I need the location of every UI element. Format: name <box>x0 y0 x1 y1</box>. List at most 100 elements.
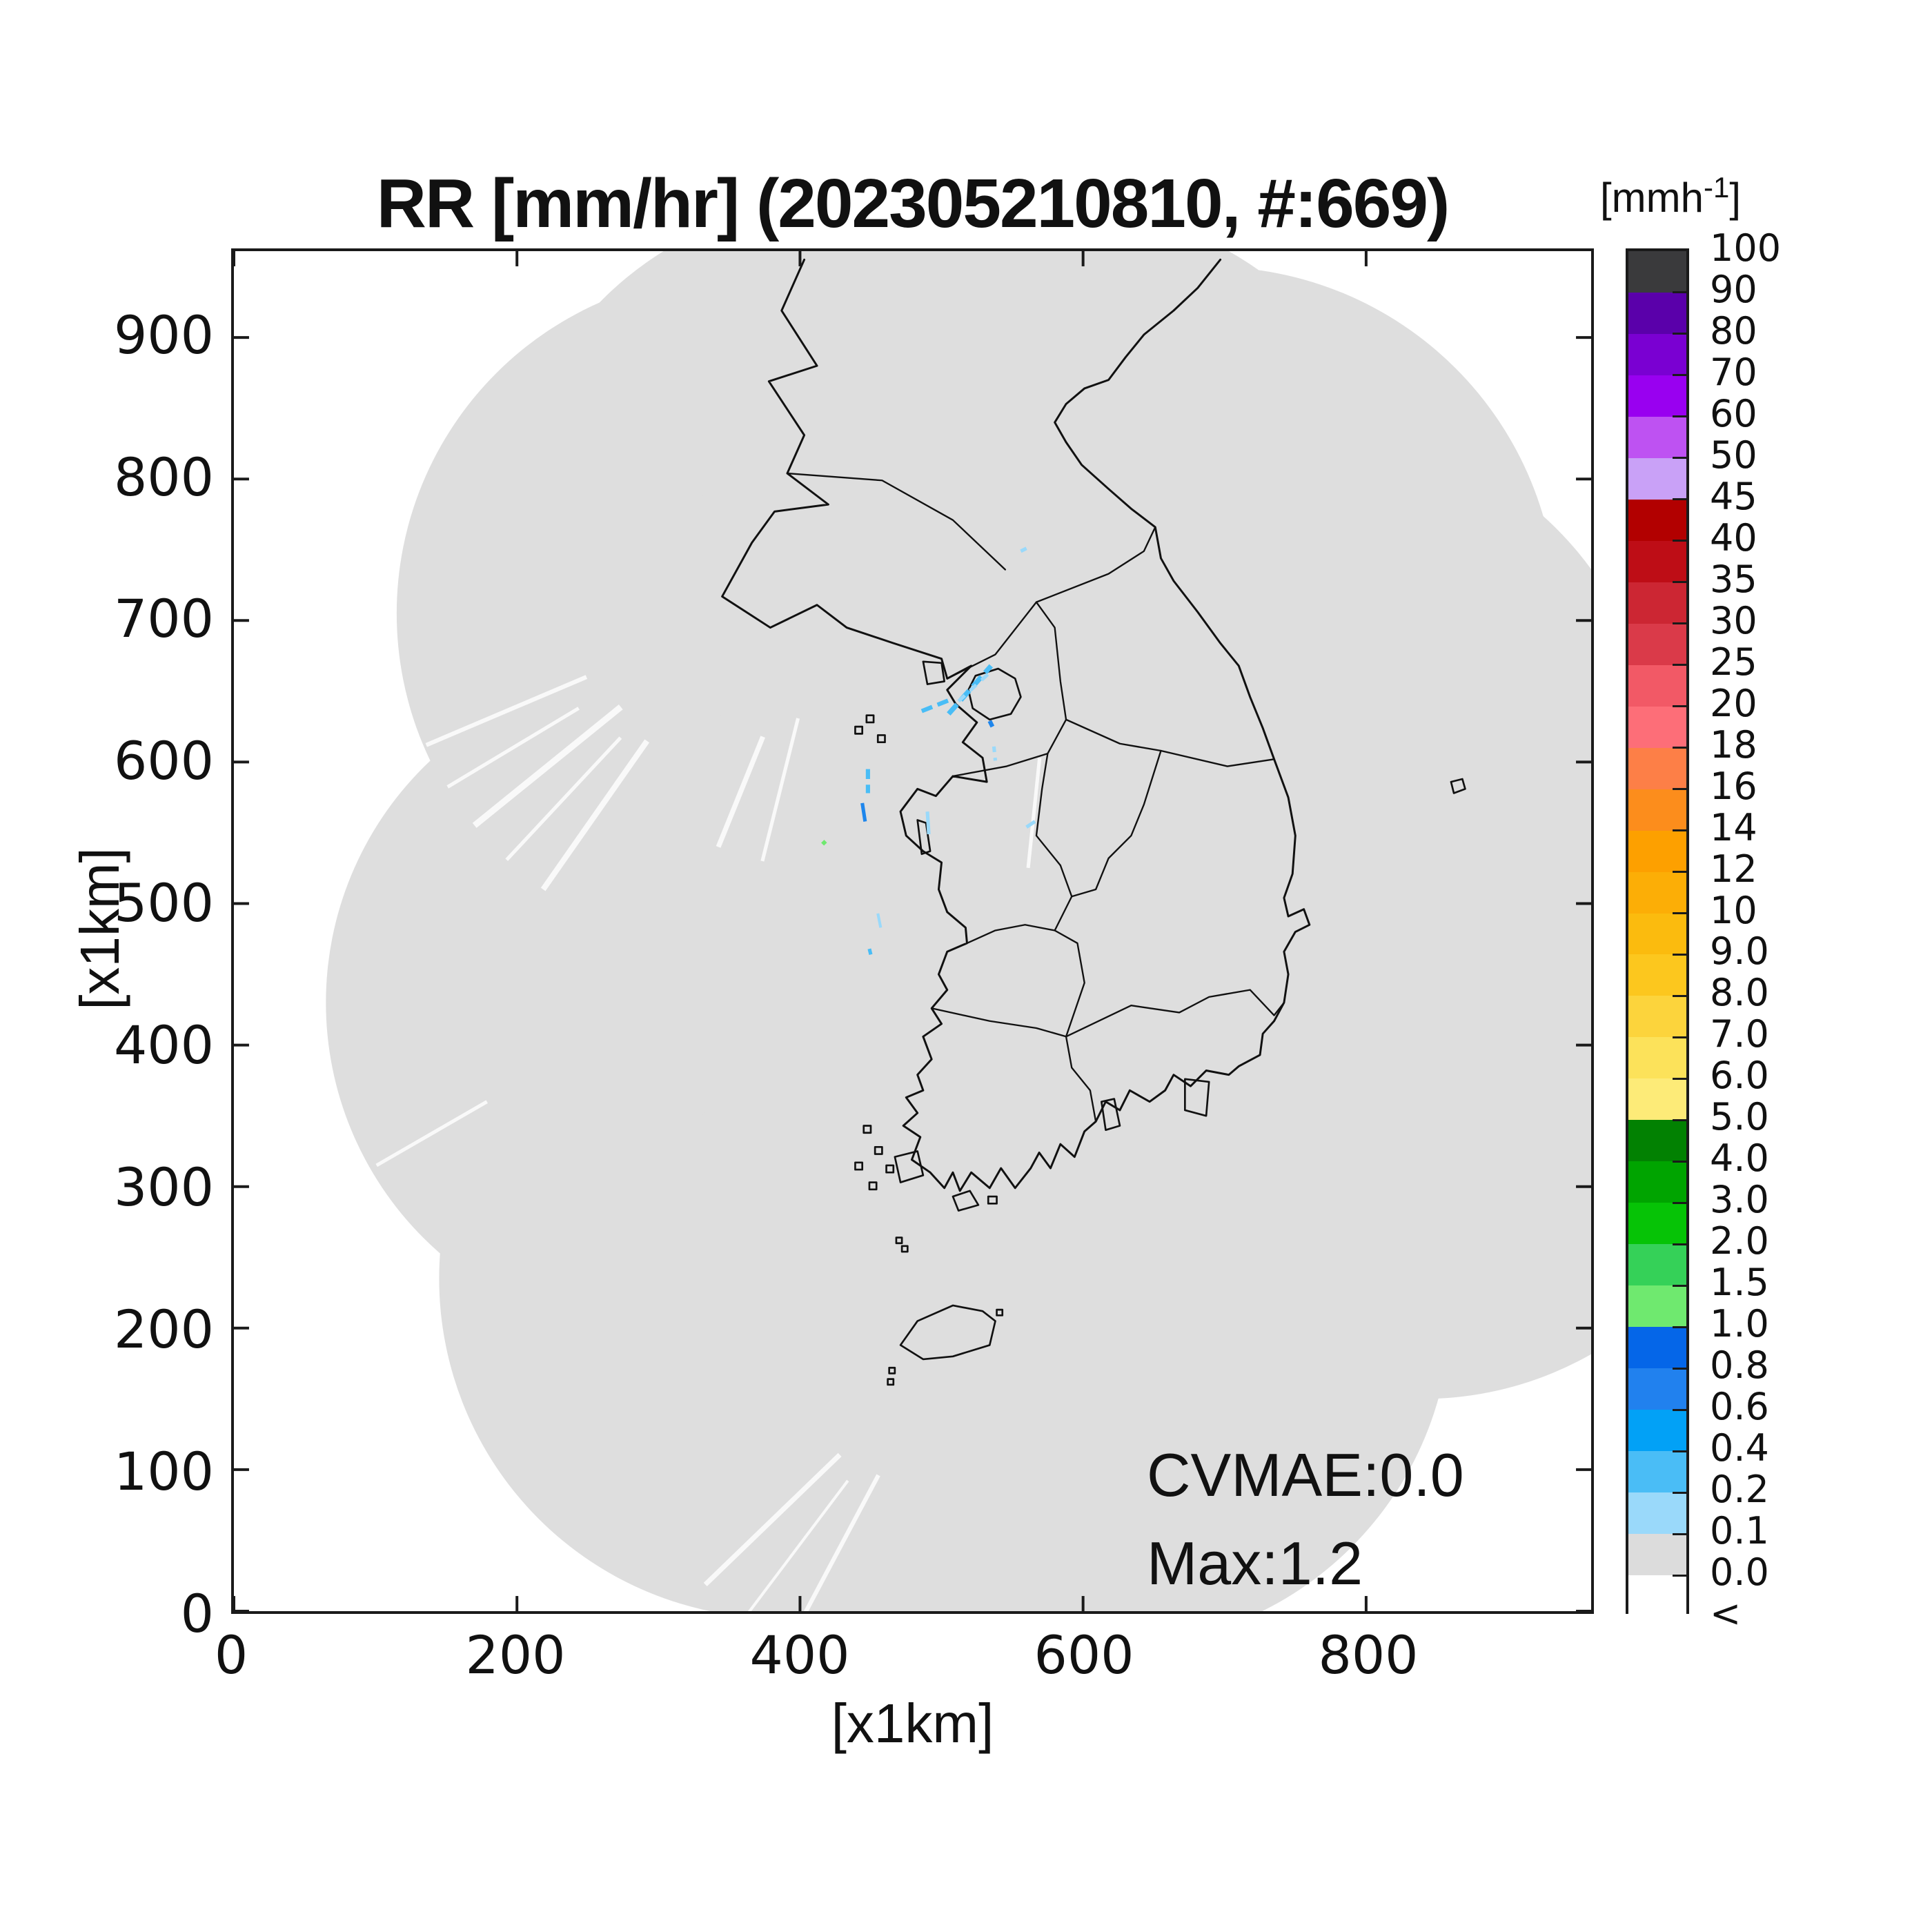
colorbar-segment <box>1628 623 1686 666</box>
island-outline <box>854 725 864 735</box>
colorbar-tick-label: 0.6 <box>1710 1385 1769 1428</box>
x-tick-label: 0 <box>214 1624 248 1686</box>
province-border <box>1054 929 1085 1038</box>
rain-streak <box>1020 546 1027 553</box>
blockage-spoke <box>375 1100 489 1167</box>
y-tick-label: 300 <box>113 1156 214 1218</box>
island-outline <box>1450 778 1466 794</box>
rain-streak <box>957 669 994 703</box>
colorbar-tick-label: 90 <box>1710 268 1757 311</box>
island-outline <box>900 1245 909 1253</box>
rain-streak <box>987 720 995 728</box>
island-outline <box>952 1190 980 1212</box>
colorbar-segment <box>1628 1368 1686 1410</box>
colorbar-tick-label: 40 <box>1710 516 1757 560</box>
island-outline <box>1100 1098 1121 1131</box>
x-tick-label: 800 <box>1318 1624 1419 1686</box>
colorbar-tick-label: 0.1 <box>1710 1509 1769 1552</box>
colorbar-tick-label: 70 <box>1710 351 1757 394</box>
island-outline <box>899 1304 996 1361</box>
radar-range-circle <box>976 429 1591 1109</box>
colorbar-tick <box>1673 1532 1686 1535</box>
rain-streak <box>925 811 931 835</box>
island-outline <box>887 1378 895 1386</box>
colorbar-tick <box>1673 457 1686 460</box>
colorbar-segment <box>1628 292 1686 335</box>
colorbar-tick <box>1673 1574 1686 1577</box>
colorbar-tick-label: 60 <box>1710 392 1757 435</box>
colorbar-segment <box>1628 1451 1686 1493</box>
colorbar-segment <box>1628 706 1686 749</box>
island-outline <box>865 714 875 724</box>
colorbar-tick <box>1673 415 1686 418</box>
island-outline <box>854 1161 864 1171</box>
y-tick-label: 200 <box>113 1299 214 1360</box>
blockage-spoke <box>803 1474 880 1611</box>
y-tick-label: 400 <box>113 1014 214 1076</box>
colorbar-segment <box>1628 789 1686 831</box>
island-outline <box>885 1164 895 1174</box>
colorbar-tick-label: 1.0 <box>1710 1302 1769 1346</box>
colorbar-segment <box>1628 830 1686 873</box>
colorbar-tick <box>1673 705 1686 708</box>
province-border <box>946 526 1156 680</box>
island-outline <box>862 1125 872 1134</box>
island-outline <box>916 819 931 856</box>
colorbar-tick-label: 1.5 <box>1710 1261 1769 1304</box>
island-outline <box>922 660 945 685</box>
blockage-spoke <box>472 704 623 828</box>
colorbar-tick-label: 80 <box>1710 309 1757 353</box>
colorbar-tick-label: 45 <box>1710 475 1757 518</box>
province-border <box>786 472 1007 571</box>
colorbar-tick-label: 18 <box>1710 723 1757 767</box>
colorbar-segment <box>1628 540 1686 583</box>
radar-range-circle <box>602 1016 1281 1611</box>
colorbar-tick-label: 9.0 <box>1710 929 1769 973</box>
y-tick-label: 800 <box>113 446 214 508</box>
colorbar-segment <box>1628 1120 1686 1162</box>
colorbar-segment <box>1628 375 1686 417</box>
y-tick-label: 0 <box>180 1583 214 1644</box>
colorbar-segment <box>1628 996 1686 1038</box>
colorbar-segment <box>1628 1410 1686 1452</box>
blockage-spoke <box>1026 758 1042 869</box>
rain-streak <box>876 913 883 928</box>
colorbar-tick <box>1673 498 1686 501</box>
island-outline <box>874 1145 883 1155</box>
colorbar-tick <box>1673 788 1686 791</box>
colorbar-tick-label: 30 <box>1710 599 1757 642</box>
blockage-spoke <box>446 707 580 789</box>
colorbar-segment <box>1628 251 1686 293</box>
colorbar-segment <box>1628 1327 1686 1369</box>
province-border-layer <box>786 472 1285 1123</box>
colorbar-tick <box>1673 291 1686 294</box>
colorbar-tick-label: 14 <box>1710 806 1757 849</box>
colorbar-tick-label: 0.2 <box>1710 1468 1769 1511</box>
island-outline <box>895 1236 903 1245</box>
colorbar-segment <box>1628 333 1686 376</box>
colorbar-tick <box>1673 1077 1686 1080</box>
colorbar-tick-label: 0.8 <box>1710 1343 1769 1387</box>
island-outline <box>1184 1078 1210 1117</box>
rain-streak <box>867 948 873 955</box>
x-tick-label: 400 <box>749 1624 850 1686</box>
colorbar-segment <box>1628 1575 1686 1617</box>
province-border <box>1035 601 1067 721</box>
province-border <box>931 1007 1067 1038</box>
province-border <box>1071 749 1162 898</box>
colorbar-tick <box>1673 1243 1686 1245</box>
y-tick-label: 900 <box>113 304 214 366</box>
map-plot-area <box>231 248 1594 1614</box>
colorbar-tick <box>1673 747 1686 749</box>
colorbar-tick <box>1673 664 1686 667</box>
blockage-spoke <box>505 736 622 861</box>
y-tick-label: 100 <box>113 1441 214 1502</box>
island-outline <box>967 667 1022 721</box>
colorbar-segment <box>1628 871 1686 914</box>
colorbar-tick <box>1673 1036 1686 1038</box>
colorbar-tick <box>1673 953 1686 956</box>
colorbar-segment <box>1628 457 1686 500</box>
colorbar-tick <box>1673 994 1686 997</box>
colorbar-tick-label: 6.0 <box>1710 1054 1769 1097</box>
colorbar-tick-label: 12 <box>1710 847 1757 891</box>
